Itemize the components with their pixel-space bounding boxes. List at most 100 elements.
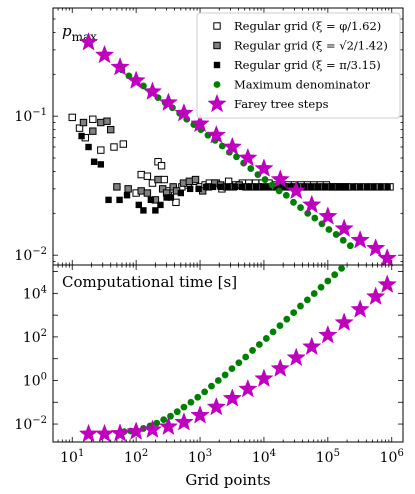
bottom-x-tick-label: 101 xyxy=(60,448,84,466)
top-farey-tree-steps-point xyxy=(365,238,386,257)
bottom-maximum-denominator-point xyxy=(269,328,277,336)
top-series-regular-grid-1-62 xyxy=(68,113,394,207)
top-regular-grid-1-62-point xyxy=(75,124,84,132)
bottom-maximum-denominator-point xyxy=(290,309,298,317)
top-regular-grid-2-1-42-point xyxy=(137,187,145,195)
bottom-maximum-denominator-point xyxy=(173,408,181,416)
top-regular-grid-3-15-point xyxy=(217,183,224,191)
bottom-maximum-denominator-point xyxy=(201,388,209,396)
bottom-farey-tree-steps-point xyxy=(238,378,258,398)
top-regular-grid-3-15-point xyxy=(123,192,131,199)
top-regular-grid-3-15-point xyxy=(147,196,155,204)
top-regular-grid-1-62-point xyxy=(160,175,168,184)
top-farey-tree-steps-point xyxy=(318,206,338,225)
top-regular-grid-3-15-point xyxy=(356,183,364,191)
top-regular-grid-2-1-42-point xyxy=(113,183,121,191)
top-regular-grid-3-15-point xyxy=(97,161,105,168)
top-regular-grid-3-15-point xyxy=(90,158,98,165)
legend-marker-farey-tree-steps xyxy=(207,93,227,113)
bottom-y-tick-label: 104 xyxy=(23,284,47,302)
bottom-farey-tree-steps-point xyxy=(377,274,397,293)
bottom-farey-tree-steps-point xyxy=(302,336,322,356)
bottom-maximum-denominator-point xyxy=(331,271,339,279)
top-regular-grid-3-15-point xyxy=(321,183,329,191)
top-maximum-denominator-point xyxy=(325,226,333,233)
top-maximum-denominator-point xyxy=(346,242,354,250)
legend-entry-farey-tree-steps: Farey tree steps xyxy=(234,97,329,111)
bottom-farey-tree-steps-point xyxy=(94,423,115,443)
bottom-x-tick-label: 105 xyxy=(316,448,340,466)
top-farey-tree-steps-point xyxy=(350,230,370,249)
top-farey-tree-steps-point xyxy=(206,124,227,144)
top-regular-grid-3-15-point xyxy=(279,183,287,191)
top-regular-grid-3-15-point xyxy=(85,143,92,151)
top-regular-grid-3-15-point xyxy=(259,183,267,191)
top-maximum-denominator-point xyxy=(297,204,304,211)
bottom-maximum-denominator-point xyxy=(262,335,270,342)
top-regular-grid-1-62-point xyxy=(68,113,76,122)
top-farey-tree-steps-point xyxy=(94,44,115,64)
top-maximum-denominator-point xyxy=(311,214,319,222)
legend-entry-regular-grid-2-1-42: Regular grid (ξ = √2/1.42) xyxy=(234,39,388,53)
top-regular-grid-3-15-point xyxy=(163,194,170,201)
top-regular-grid-3-15-point xyxy=(252,183,260,191)
x-axis-label: Grid points xyxy=(185,471,270,489)
bottom-x-tick-label: 102 xyxy=(124,448,148,466)
top-regular-grid-3-15-point xyxy=(342,183,349,191)
bottom-farey-tree-steps-point xyxy=(174,412,194,431)
top-farey-tree-steps-point xyxy=(254,158,274,177)
top-regular-grid-3-15-point xyxy=(301,183,308,191)
bottom-maximum-denominator-point xyxy=(194,393,202,401)
top-farey-tree-steps-point xyxy=(238,147,258,167)
top-regular-grid-1-62-point xyxy=(157,162,166,170)
top-regular-grid-2-1-42-point xyxy=(158,185,167,193)
top-regular-grid-3-15-point xyxy=(238,183,245,191)
bottom-y-tick-label: 100 xyxy=(23,371,47,389)
bottom-x-tick-label: 104 xyxy=(252,448,276,466)
legend-marker-regular-grid-2-1-42 xyxy=(213,41,221,50)
top-regular-grid-3-15-point xyxy=(177,189,185,197)
top-farey-tree-steps-point xyxy=(334,218,354,237)
top-farey-tree-steps-point xyxy=(190,113,210,133)
legend-marker-regular-grid-3-15 xyxy=(213,61,221,69)
top-regular-grid-3-15-point xyxy=(105,196,112,204)
top-regular-grid-2-1-42-point xyxy=(143,189,152,197)
bottom-series-farey-tree-steps xyxy=(78,274,397,443)
top-regular-grid-3-15-point xyxy=(78,132,85,140)
top-regular-grid-3-15-point xyxy=(273,183,281,191)
top-regular-grid-3-15-point xyxy=(287,183,294,191)
bottom-maximum-denominator-point xyxy=(297,302,304,310)
top-farey-tree-steps-point xyxy=(377,248,397,267)
bottom-farey-tree-steps-point xyxy=(318,324,338,344)
top-regular-grid-2-1-42-point xyxy=(103,117,111,125)
top-regular-grid-3-15-point xyxy=(314,183,322,191)
top-series-farey-tree-steps xyxy=(78,32,397,267)
bottom-maximum-denominator-point xyxy=(338,264,345,272)
top-regular-grid-3-15-point xyxy=(135,201,142,209)
top-series-regular-grid-3-15 xyxy=(78,132,391,214)
legend-box xyxy=(196,12,401,119)
top-maximum-denominator-point xyxy=(275,187,283,195)
bottom-maximum-denominator-point xyxy=(242,353,250,361)
top-regular-grid-3-15-point xyxy=(203,183,210,191)
bottom-farey-tree-steps-point xyxy=(126,421,146,440)
bottom-farey-tree-steps-point xyxy=(222,388,243,407)
bottom-x-tick-label: 103 xyxy=(188,448,212,466)
bottom-y-tick-label: 102 xyxy=(23,328,47,346)
bottom-y-tick-label: 10−2 xyxy=(14,415,47,433)
top-regular-grid-2-1-42-point xyxy=(89,127,97,135)
top-maximum-denominator-point xyxy=(332,231,340,238)
top-regular-grid-3-15-point xyxy=(245,183,253,191)
legend-entry-maximum-denominator: Maximum denominator xyxy=(234,78,371,92)
top-regular-grid-2-1-42-point xyxy=(124,185,132,193)
bottom-maximum-denominator-point xyxy=(303,296,311,304)
top-regular-grid-3-15-point xyxy=(265,183,273,191)
top-regular-grid-3-15-point xyxy=(186,185,194,193)
top-regular-grid-1-62-point xyxy=(89,115,97,123)
top-regular-grid-2-1-42-point xyxy=(107,125,115,134)
top-regular-grid-3-15-point xyxy=(167,194,175,201)
top-regular-grid-1-62-point xyxy=(137,170,145,179)
top-farey-tree-steps-point xyxy=(286,180,306,200)
